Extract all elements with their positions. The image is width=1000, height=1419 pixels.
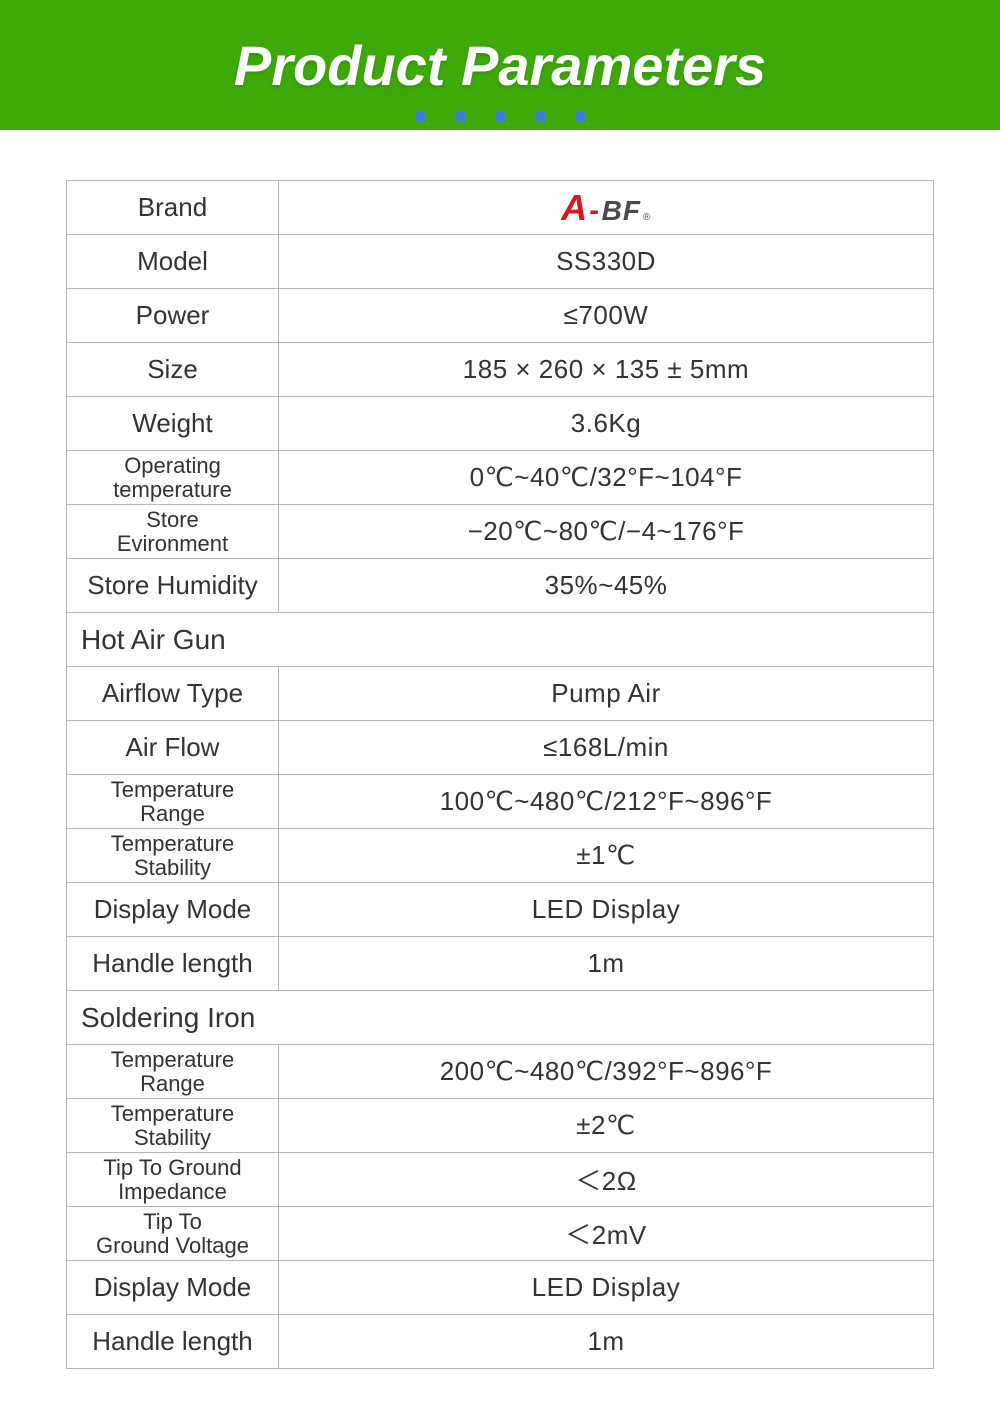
decor-dot [535, 112, 545, 122]
parameters-table: Brand A-BF® ModelSS330DPower≤700WSize185 ×… [66, 180, 934, 1369]
table-row: StoreEvironment−20℃~80℃/−4~176°F [67, 505, 934, 559]
param-label: Display Mode [67, 883, 279, 937]
param-value: 0℃~40℃/32°F~104°F [279, 451, 934, 505]
brand-logo: A-BF® [561, 187, 651, 229]
header-banner: Product Parameters [0, 0, 1000, 130]
decor-dot [455, 112, 465, 122]
param-value: 1m [279, 937, 934, 991]
table-row: Soldering Iron [67, 991, 934, 1045]
param-value: LED Display [279, 1261, 934, 1315]
table-row: Airflow TypePump Air [67, 667, 934, 721]
section-header: Hot Air Gun [67, 613, 934, 667]
table-row: Store Humidity35%~45% [67, 559, 934, 613]
table-row: Display ModeLED Display [67, 1261, 934, 1315]
table-row: Tip ToGround Voltage＜2mV [67, 1207, 934, 1261]
header-dots [415, 112, 585, 122]
param-label: TemperatureRange [67, 1045, 279, 1099]
table-row: TemperatureStability±1℃ [67, 829, 934, 883]
parameters-tbody: Brand A-BF® ModelSS330DPower≤700WSize185 ×… [67, 181, 934, 1369]
page-title: Product Parameters [234, 33, 766, 98]
param-value: ＜2mV [279, 1207, 934, 1261]
param-label: Tip To GroundImpedance [67, 1153, 279, 1207]
param-label: Weight [67, 397, 279, 451]
param-label: Tip ToGround Voltage [67, 1207, 279, 1261]
param-label: Model [67, 235, 279, 289]
param-label: TemperatureStability [67, 829, 279, 883]
param-label: Display Mode [67, 1261, 279, 1315]
param-value: 185 × 260 × 135 ± 5mm [279, 343, 934, 397]
param-value: Pump Air [279, 667, 934, 721]
param-value: −20℃~80℃/−4~176°F [279, 505, 934, 559]
param-value: 1m [279, 1315, 934, 1369]
param-label: TemperatureStability [67, 1099, 279, 1153]
param-label: Operatingtemperature [67, 451, 279, 505]
table-row: TemperatureRange200℃~480℃/392°F~896°F [67, 1045, 934, 1099]
section-header: Soldering Iron [67, 991, 934, 1045]
param-value: 35%~45% [279, 559, 934, 613]
parameters-table-wrap: Brand A-BF® ModelSS330DPower≤700WSize185 ×… [0, 130, 1000, 1369]
param-label: Handle length [67, 937, 279, 991]
table-row: TemperatureRange100℃~480℃/212°F~896°F [67, 775, 934, 829]
param-value: ≤168L/min [279, 721, 934, 775]
param-label: Handle length [67, 1315, 279, 1369]
table-row: Tip To GroundImpedance＜2Ω [67, 1153, 934, 1207]
decor-dot [415, 112, 425, 122]
table-row: TemperatureStability±2℃ [67, 1099, 934, 1153]
param-value: ≤700W [279, 289, 934, 343]
param-value: 100℃~480℃/212°F~896°F [279, 775, 934, 829]
param-label: Brand [67, 181, 279, 235]
param-label: Store Humidity [67, 559, 279, 613]
decor-dot [495, 112, 505, 122]
table-row: Operatingtemperature0℃~40℃/32°F~104°F [67, 451, 934, 505]
param-value: LED Display [279, 883, 934, 937]
table-row: ModelSS330D [67, 235, 934, 289]
table-row: Weight3.6Kg [67, 397, 934, 451]
param-value: SS330D [279, 235, 934, 289]
param-value: 200℃~480℃/392°F~896°F [279, 1045, 934, 1099]
param-label: TemperatureRange [67, 775, 279, 829]
param-label: Airflow Type [67, 667, 279, 721]
decor-dot [575, 112, 585, 122]
brand-logo-cell: A-BF® [279, 181, 934, 235]
table-row: Handle length1m [67, 937, 934, 991]
param-value: ＜2Ω [279, 1153, 934, 1207]
param-value: ±2℃ [279, 1099, 934, 1153]
param-label: Power [67, 289, 279, 343]
table-row: Brand A-BF® [67, 181, 934, 235]
table-row: Power≤700W [67, 289, 934, 343]
table-row: Air Flow≤168L/min [67, 721, 934, 775]
param-label: Air Flow [67, 721, 279, 775]
param-label: StoreEvironment [67, 505, 279, 559]
param-label: Size [67, 343, 279, 397]
table-row: Hot Air Gun [67, 613, 934, 667]
table-row: Display ModeLED Display [67, 883, 934, 937]
table-row: Handle length1m [67, 1315, 934, 1369]
param-value: 3.6Kg [279, 397, 934, 451]
table-row: Size185 × 260 × 135 ± 5mm [67, 343, 934, 397]
param-value: ±1℃ [279, 829, 934, 883]
